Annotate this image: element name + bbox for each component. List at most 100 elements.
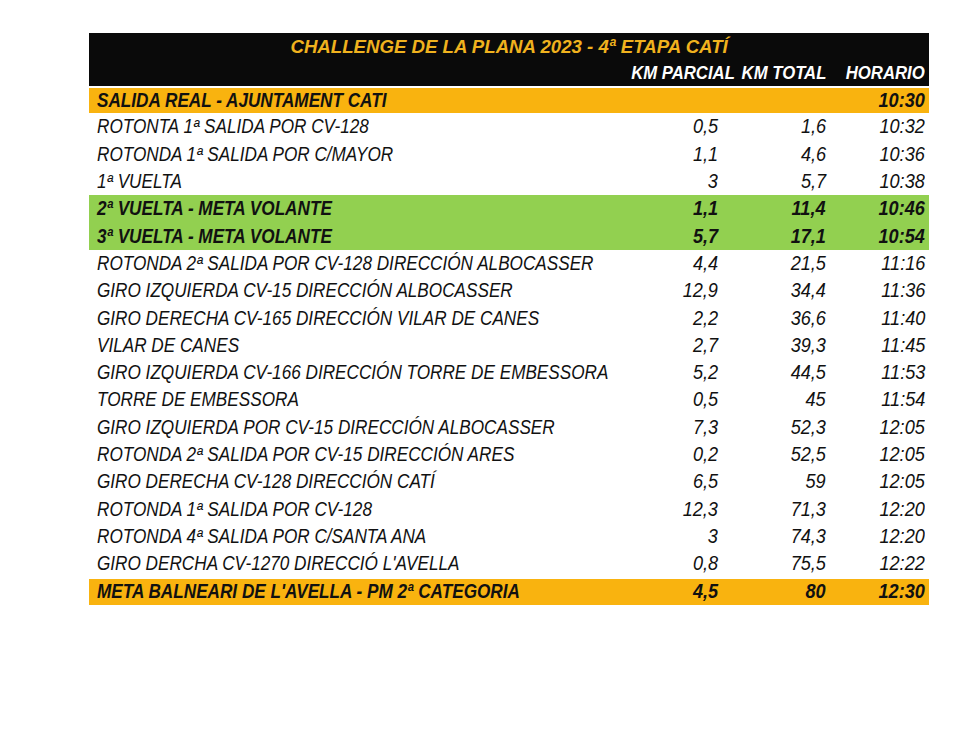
km-total-cell: 4,6 — [724, 143, 831, 166]
table-row: TORRE DE EMBESSORA0,54511:54 — [89, 386, 929, 413]
stage-name-cell: META BALNEARI DE L'AVELLA - PM 2ª CATEGO… — [89, 580, 617, 603]
stage-name-cell: VILAR DE CANES — [89, 334, 617, 357]
km-total-cell: 39,3 — [724, 334, 831, 357]
horario-cell: 11:16 — [831, 252, 929, 275]
horario-cell: 12:05 — [831, 470, 929, 493]
km-parcial-cell: 5,2 — [617, 361, 724, 384]
table-row: ROTONDA 4ª SALIDA POR C/SANTA ANA374,312… — [89, 523, 929, 550]
column-header-horario: HORARIO — [831, 62, 929, 84]
horario-cell: 12:05 — [831, 443, 929, 466]
horario-cell: 12:22 — [831, 552, 929, 575]
table-header-bar: CHALLENGE DE LA PLANA 2023 - 4ª ETAPA CA… — [89, 33, 929, 86]
km-total-cell: 52,3 — [724, 416, 831, 439]
table-row: ROTONDA 1ª SALIDA POR CV-12812,371,312:2… — [89, 495, 929, 522]
table-row: GIRO IZQUIERDA CV-15 DIRECCIÓN ALBOCASSE… — [89, 277, 929, 304]
stage-name-cell: TORRE DE EMBESSORA — [89, 388, 617, 411]
table-row: GIRO DERCHA CV-1270 DIRECCIÓ L'AVELLA0,8… — [89, 550, 929, 577]
table-row: GIRO DERECHA CV-128 DIRECCIÓN CATÍ6,5591… — [89, 468, 929, 495]
horario-cell: 10:36 — [831, 143, 929, 166]
km-total-cell: 59 — [724, 470, 831, 493]
stage-name-cell: ROTONDA 1ª SALIDA POR C/MAYOR — [89, 143, 617, 166]
km-total-cell: 75,5 — [724, 552, 831, 575]
table-title: CHALLENGE DE LA PLANA 2023 - 4ª ETAPA CA… — [290, 36, 727, 58]
table-body: SALIDA REAL - AJUNTAMENT CATI10:30ROTONT… — [89, 86, 929, 605]
stage-name-cell: ROTONDA 2ª SALIDA POR CV-15 DIRECCIÓN AR… — [89, 443, 617, 466]
horario-cell: 11:45 — [831, 334, 929, 357]
table-row: SALIDA REAL - AJUNTAMENT CATI 10:30 — [89, 86, 929, 113]
table-row: VILAR DE CANES2,739,311:45 — [89, 332, 929, 359]
horario-cell: 10:46 — [831, 197, 929, 220]
horario-cell: 10:30 — [831, 89, 929, 112]
km-parcial-cell: 4,4 — [617, 252, 724, 275]
stage-name-cell: ROTONTA 1ª SALIDA POR CV-128 — [89, 115, 617, 138]
km-total-cell: 5,7 — [724, 170, 831, 193]
km-total-cell: 17,1 — [724, 225, 831, 248]
km-total-cell: 36,6 — [724, 307, 831, 330]
km-parcial-cell: 1,1 — [617, 197, 724, 220]
column-header-row: KM PARCIAL KM TOTAL HORARIO — [89, 60, 929, 86]
route-table: CHALLENGE DE LA PLANA 2023 - 4ª ETAPA CA… — [89, 33, 929, 605]
km-parcial-cell: 3 — [617, 525, 724, 548]
stage-name-cell: GIRO DERECHA CV-128 DIRECCIÓN CATÍ — [89, 470, 617, 493]
km-total-cell: 21,5 — [724, 252, 831, 275]
table-row: GIRO DERECHA CV-165 DIRECCIÓN VILAR DE C… — [89, 304, 929, 331]
km-total-cell — [724, 89, 831, 112]
km-parcial-cell: 6,5 — [617, 470, 724, 493]
km-parcial-cell: 0,2 — [617, 443, 724, 466]
km-total-cell: 71,3 — [724, 498, 831, 521]
table-row: ROTONTA 1ª SALIDA POR CV-1280,51,610:32 — [89, 113, 929, 140]
horario-cell: 11:54 — [831, 388, 929, 411]
km-total-cell: 52,5 — [724, 443, 831, 466]
table-row: 3ª VUELTA - META VOLANTE5,717,110:54 — [89, 222, 929, 249]
stage-name-cell: 3ª VUELTA - META VOLANTE — [89, 225, 617, 248]
km-parcial-cell: 3 — [617, 170, 724, 193]
km-total-cell: 11,4 — [724, 197, 831, 220]
horario-cell: 11:36 — [831, 279, 929, 302]
stage-name-cell: GIRO IZQUIERDA POR CV-15 DIRECCIÓN ALBOC… — [89, 416, 617, 439]
stage-name-cell: GIRO DERCHA CV-1270 DIRECCIÓ L'AVELLA — [89, 552, 617, 575]
stage-name-cell: GIRO DERECHA CV-165 DIRECCIÓN VILAR DE C… — [89, 307, 617, 330]
stage-name-cell: GIRO IZQUIERDA CV-15 DIRECCIÓN ALBOCASSE… — [89, 279, 617, 302]
km-parcial-cell: 12,9 — [617, 279, 724, 302]
horario-cell: 10:32 — [831, 115, 929, 138]
horario-cell: 10:38 — [831, 170, 929, 193]
km-parcial-cell: 1,1 — [617, 143, 724, 166]
km-parcial-cell: 0,5 — [617, 388, 724, 411]
horario-cell: 12:05 — [831, 416, 929, 439]
km-total-cell: 34,4 — [724, 279, 831, 302]
table-row: 1ª VUELTA35,710:38 — [89, 168, 929, 195]
table-row: ROTONDA 2ª SALIDA POR CV-15 DIRECCIÓN AR… — [89, 441, 929, 468]
km-total-cell: 45 — [724, 388, 831, 411]
km-parcial-cell: 4,5 — [617, 580, 724, 603]
km-total-cell: 74,3 — [724, 525, 831, 548]
table-row: GIRO IZQUIERDA CV-166 DIRECCIÓN TORRE DE… — [89, 359, 929, 386]
horario-cell: 12:20 — [831, 498, 929, 521]
km-parcial-cell: 0,8 — [617, 552, 724, 575]
km-total-cell: 80 — [724, 580, 831, 603]
table-row: 2ª VUELTA - META VOLANTE1,111,410:46 — [89, 195, 929, 222]
km-parcial-cell: 5,7 — [617, 225, 724, 248]
table-row: META BALNEARI DE L'AVELLA - PM 2ª CATEGO… — [89, 577, 929, 604]
stage-name-cell: SALIDA REAL - AJUNTAMENT CATI — [89, 89, 617, 112]
km-parcial-cell: 2,2 — [617, 307, 724, 330]
horario-cell: 12:30 — [831, 580, 929, 603]
table-row: GIRO IZQUIERDA POR CV-15 DIRECCIÓN ALBOC… — [89, 414, 929, 441]
km-total-cell: 1,6 — [724, 115, 831, 138]
km-parcial-cell — [617, 89, 724, 112]
table-row: ROTONDA 1ª SALIDA POR C/MAYOR1,14,610:36 — [89, 141, 929, 168]
stage-name-cell: ROTONDA 1ª SALIDA POR CV-128 — [89, 498, 617, 521]
horario-cell: 10:54 — [831, 225, 929, 248]
stage-name-cell: ROTONDA 4ª SALIDA POR C/SANTA ANA — [89, 525, 617, 548]
horario-cell: 11:53 — [831, 361, 929, 384]
km-parcial-cell: 12,3 — [617, 498, 724, 521]
column-header-km-total: KM TOTAL — [724, 62, 831, 84]
stage-name-cell: GIRO IZQUIERDA CV-166 DIRECCIÓN TORRE DE… — [89, 361, 617, 384]
column-header-km-parcial: KM PARCIAL — [617, 62, 724, 84]
horario-cell: 11:40 — [831, 307, 929, 330]
km-parcial-cell: 2,7 — [617, 334, 724, 357]
stage-name-cell: ROTONDA 2ª SALIDA POR CV-128 DIRECCIÓN A… — [89, 252, 617, 275]
horario-cell: 12:20 — [831, 525, 929, 548]
km-parcial-cell: 7,3 — [617, 416, 724, 439]
table-row: ROTONDA 2ª SALIDA POR CV-128 DIRECCIÓN A… — [89, 250, 929, 277]
stage-name-cell: 2ª VUELTA - META VOLANTE — [89, 197, 617, 220]
